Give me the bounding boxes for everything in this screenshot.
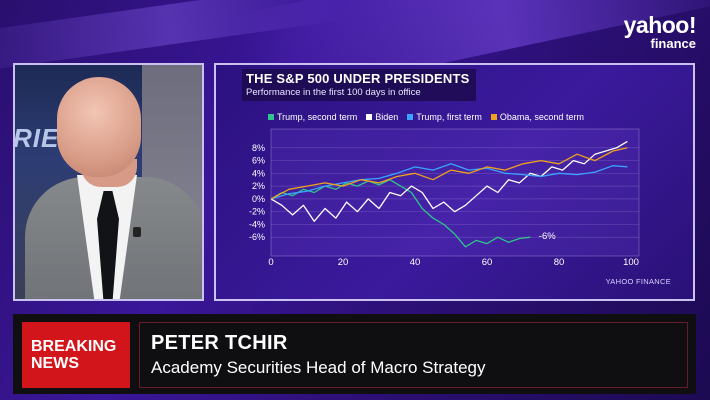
series-line-2 — [270, 163, 628, 200]
legend-item: Biden — [366, 112, 398, 122]
legend-label: Trump, second term — [277, 112, 358, 122]
chart-legend: Trump, second term Biden Trump, first term… — [268, 112, 584, 122]
lapel-mic-icon — [133, 227, 141, 237]
y-tick-label: 6% — [252, 156, 265, 166]
x-tick-label: 20 — [338, 257, 349, 268]
legend-swatch — [490, 114, 497, 120]
y-tick-label: -6% — [249, 232, 265, 242]
x-tick-label: 40 — [410, 257, 421, 268]
legend-label: Obama, second term — [499, 112, 584, 122]
y-tick-label: 4% — [252, 168, 265, 178]
legend-item: Obama, second term — [490, 112, 584, 122]
legend-swatch — [407, 114, 414, 120]
x-tick-label: 100 — [623, 257, 639, 268]
y-tick-label: -4% — [249, 219, 265, 229]
y-tick-label: -2% — [249, 207, 265, 217]
legend-label: Biden — [375, 112, 399, 122]
guest-name: PETER TCHIR — [151, 332, 288, 354]
series-line-1 — [270, 140, 628, 222]
badge-line-2: NEWS — [31, 355, 79, 372]
chart-title-box: THE S&P 500 UNDER PRESIDENTS Performance… — [242, 69, 476, 101]
x-tick-label: 80 — [554, 257, 565, 268]
legend-label: Trump, first term — [416, 112, 482, 122]
yahoo-finance-logo: yahoo! finance — [623, 12, 697, 51]
y-tick-label: 0% — [252, 194, 265, 204]
chart-source: YAHOO FINANCE — [605, 277, 671, 286]
y-tick-label: 8% — [252, 143, 265, 153]
legend-item: Trump, second term — [268, 112, 357, 122]
logo-line-2: finance — [650, 36, 696, 51]
guest-title: Academy Securities Head of Macro Strateg… — [151, 358, 486, 377]
sp500-chart-panel: THE S&P 500 UNDER PRESIDENTS Performance… — [214, 63, 695, 301]
logo-line-1: yahoo! — [623, 12, 697, 38]
breaking-news-badge: BREAKING NEWS — [22, 322, 130, 388]
chart-title: THE S&P 500 UNDER PRESIDENTS — [246, 71, 470, 86]
lower-third-banner: BREAKING NEWS PETER TCHIR Academy Securi… — [13, 314, 696, 394]
series-line-0 — [270, 179, 531, 248]
badge-line-1: BREAKING — [31, 338, 117, 355]
lower-third-frame — [139, 322, 688, 388]
y-tick-label: 2% — [252, 181, 265, 191]
legend-item: Trump, first term — [407, 112, 482, 122]
x-tick-label: 0 — [268, 257, 273, 268]
line-chart: 8% 6% 4% 2% 0% -2% -4% -6% 0 20 40 60 80 100 -6% — [249, 128, 640, 268]
x-tick-label: 60 — [482, 257, 493, 268]
guest-head — [57, 77, 141, 177]
legend-swatch — [366, 114, 373, 120]
chart-subtitle: Performance in the first 100 days in off… — [246, 87, 421, 98]
series-line-3 — [270, 147, 628, 200]
annotation-label: -6% — [539, 231, 556, 242]
guest-video-feed: RIEF — [13, 63, 204, 301]
legend-swatch — [268, 114, 274, 120]
guest-tie — [97, 191, 119, 299]
